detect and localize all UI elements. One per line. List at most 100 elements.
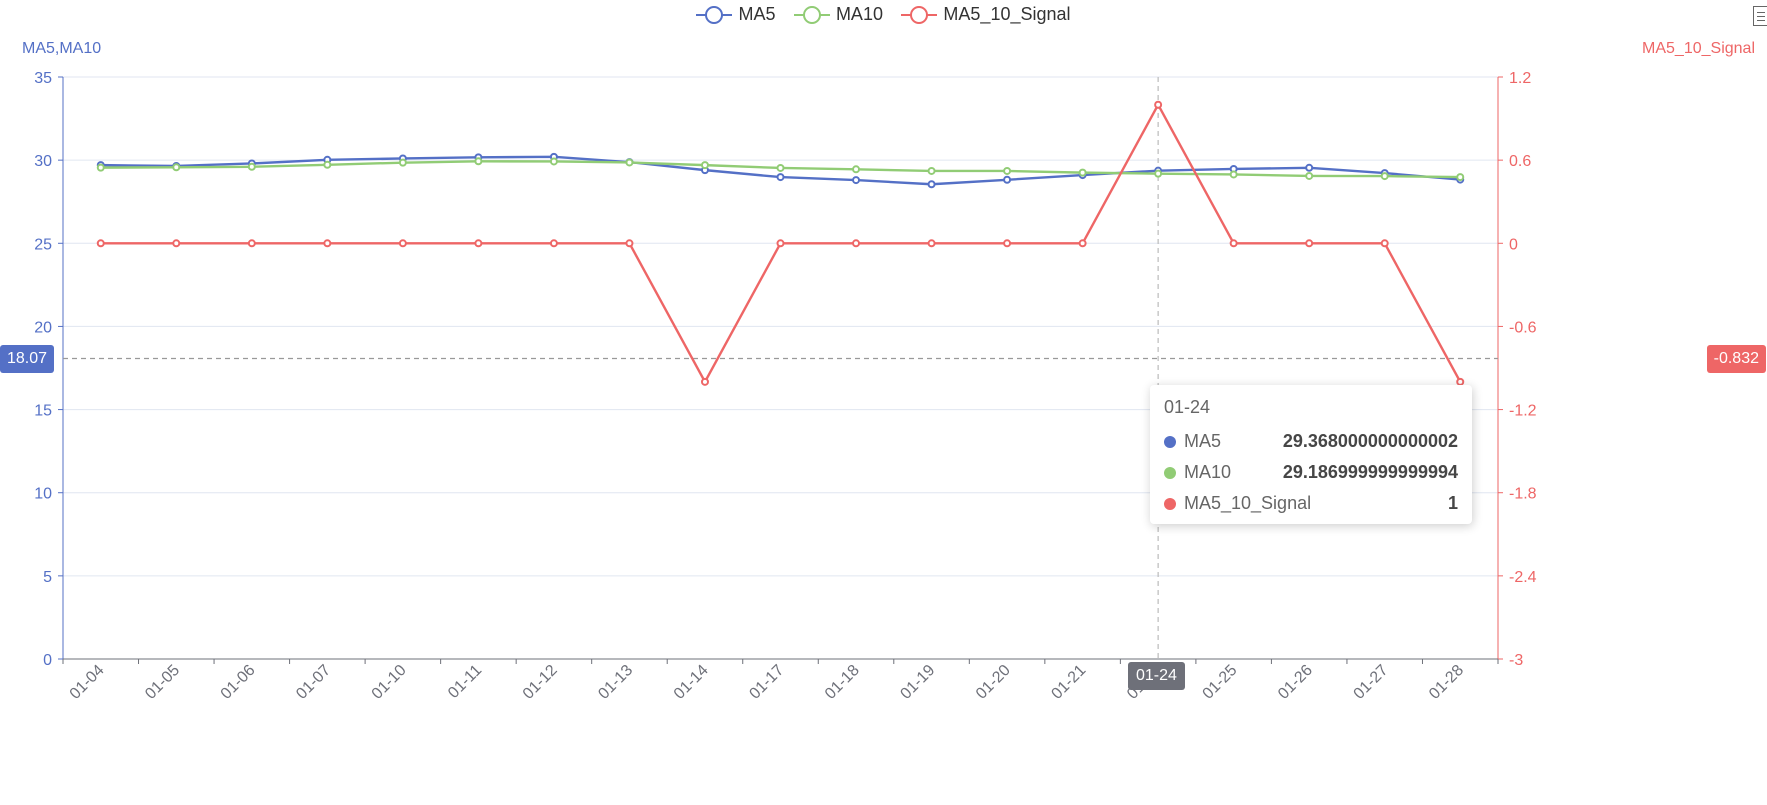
x-axis-tick-label: 01-05 xyxy=(142,662,183,703)
data-point-ma10 xyxy=(474,157,483,166)
data-point-ma10 xyxy=(549,157,558,166)
x-axis-tick-label: 01-14 xyxy=(671,662,712,703)
data-point-ma10 xyxy=(1078,168,1087,177)
series-marker-icon xyxy=(1164,497,1176,510)
right-axis-tick-label: -3 xyxy=(1509,652,1523,669)
legend-label: MA5_10_Signal xyxy=(943,4,1071,24)
data-point-ma5-10-signal xyxy=(776,239,785,248)
data-point-ma5-10-signal xyxy=(1078,239,1087,248)
legend-label: MA10 xyxy=(835,4,883,24)
data-point-ma5-10-signal xyxy=(96,239,105,248)
tooltip-series-name: MA10 xyxy=(1184,462,1232,482)
left-axis-tick-label: 0 xyxy=(43,652,52,669)
data-point-ma10 xyxy=(776,163,785,172)
data-point-ma10 xyxy=(1003,166,1012,175)
chart-tooltip: 01-24 MA5 29.368000000000002 MA10 29.186… xyxy=(1150,385,1472,524)
x-axis-tick-label: 01-04 xyxy=(67,662,108,703)
legend-item-ma10[interactable]: MA10 xyxy=(793,4,883,25)
data-point-ma5 xyxy=(852,176,861,185)
data-point-ma5-10-signal xyxy=(247,239,256,248)
data-point-ma10 xyxy=(398,158,407,167)
data-point-ma5-10-signal xyxy=(625,239,634,248)
x-axis-tick-label: 01-10 xyxy=(369,662,410,703)
x-axis-tick-label: 01-18 xyxy=(822,662,863,703)
series-marker-icon xyxy=(1164,435,1176,448)
tooltip-title: 01-24 xyxy=(1164,397,1211,417)
data-point-ma5-10-signal xyxy=(398,239,407,248)
left-axis-tick-label: 30 xyxy=(34,153,52,170)
data-point-ma5-10-signal xyxy=(852,239,861,248)
x-axis-pointer-label: 01-24 xyxy=(1128,662,1185,690)
tooltip-series-value: 29.186999999999994 xyxy=(1282,462,1458,482)
left-axis-tick-label: 25 xyxy=(34,236,52,253)
data-point-ma10 xyxy=(625,158,634,167)
right-axis-name: MA5_10_Signal xyxy=(1642,40,1755,57)
left-axis-name: MA5,MA10 xyxy=(22,40,102,57)
data-view-icon[interactable] xyxy=(1753,6,1767,26)
left-axis-tick-label: 15 xyxy=(34,403,52,420)
x-axis-tick-label: 01-06 xyxy=(218,662,259,703)
series-marker-icon xyxy=(1164,466,1176,479)
data-point-ma5-10-signal xyxy=(1154,100,1163,109)
left-axis-pointer-label: 18.07 xyxy=(0,345,55,373)
x-axis-tick-label: 01-07 xyxy=(293,662,334,703)
data-point-ma10 xyxy=(172,163,181,172)
data-point-ma5-10-signal xyxy=(927,239,936,248)
right-axis-tick-label: -1.2 xyxy=(1509,403,1537,420)
data-point-ma10 xyxy=(927,166,936,175)
data-point-ma5-10-signal xyxy=(474,239,483,248)
data-point-ma5-10-signal xyxy=(1456,377,1465,386)
data-point-ma5-10-signal xyxy=(1380,239,1389,248)
data-point-ma10 xyxy=(1380,172,1389,181)
tooltip-series-value: 29.368000000000002 xyxy=(1282,431,1458,451)
right-axis-tick-label: -1.8 xyxy=(1509,486,1537,503)
tooltip-row-ma5-10-signal: MA5_10_Signal 1 xyxy=(1164,488,1458,519)
data-point-ma10 xyxy=(700,161,709,170)
data-point-ma5 xyxy=(776,173,785,182)
x-axis-tick-label: 01-12 xyxy=(520,662,561,703)
data-point-ma5-10-signal xyxy=(172,239,181,248)
data-point-ma10 xyxy=(323,160,332,169)
legend-line-circle-icon xyxy=(793,5,830,25)
legend-line-circle-icon xyxy=(901,5,938,25)
data-point-ma5 xyxy=(1305,163,1314,172)
x-axis-tick-label: 01-11 xyxy=(445,662,485,702)
left-axis-tick-label: 20 xyxy=(34,319,52,336)
tooltip-series-value: 1 xyxy=(1447,493,1458,513)
tooltip-row-ma5: MA5 29.368000000000002 xyxy=(1164,426,1458,457)
data-point-ma5-10-signal xyxy=(1305,239,1314,248)
tooltip-series-name: MA5 xyxy=(1184,431,1222,451)
data-point-ma5-10-signal xyxy=(700,377,709,386)
data-point-ma5 xyxy=(1003,175,1012,184)
data-point-ma10 xyxy=(96,163,105,172)
data-point-ma5-10-signal xyxy=(323,239,332,248)
right-axis-tick-label: 0.6 xyxy=(1509,153,1531,170)
x-axis-tick-label: 01-17 xyxy=(746,662,787,703)
legend-line-circle-icon xyxy=(696,5,733,25)
x-axis-tick-label: 01-19 xyxy=(897,662,938,703)
right-axis-tick-label: 1.2 xyxy=(1509,70,1531,87)
data-point-ma10 xyxy=(1305,171,1314,180)
left-axis-tick-label: 10 xyxy=(34,486,52,503)
data-point-ma10 xyxy=(247,162,256,171)
legend-item-ma5-10-signal[interactable]: MA5_10_Signal xyxy=(901,4,1071,25)
legend-item-ma5[interactable]: MA5 xyxy=(696,4,775,25)
x-axis-tick-label: 01-28 xyxy=(1426,662,1467,703)
x-axis-tick-label: 01-13 xyxy=(595,662,636,703)
data-point-ma10 xyxy=(1229,170,1238,179)
x-axis-tick-label: 01-20 xyxy=(973,662,1014,703)
x-axis-tick-label: 01-26 xyxy=(1275,662,1316,703)
data-point-ma5-10-signal xyxy=(549,239,558,248)
data-point-ma10 xyxy=(852,165,861,174)
right-axis-tick-label: -2.4 xyxy=(1509,569,1537,586)
right-axis-pointer-label: -0.832 xyxy=(1706,345,1766,373)
left-axis-tick-label: 35 xyxy=(34,70,52,87)
right-axis-tick-label: 0 xyxy=(1509,236,1518,253)
x-axis-tick-label: 01-25 xyxy=(1200,662,1241,703)
left-axis-tick-label: 5 xyxy=(43,569,52,586)
data-point-ma5 xyxy=(927,180,936,189)
x-axis-tick-label: 01-21 xyxy=(1048,662,1089,703)
x-axis-tick-label: 01-27 xyxy=(1351,662,1392,703)
right-axis-tick-label: -0.6 xyxy=(1509,319,1537,336)
